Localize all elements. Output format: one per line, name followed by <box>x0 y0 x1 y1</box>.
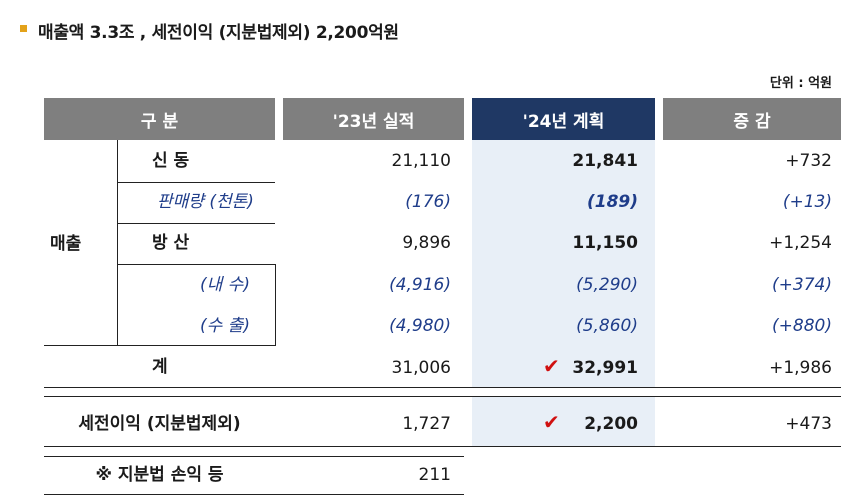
row-label: 방 산 <box>152 233 190 253</box>
profit-bottom-line <box>44 446 841 447</box>
unit-label: 단위 : 억원 <box>769 76 832 91</box>
row-label-equity-method: ※ 지분법 손익 등 <box>95 465 224 485</box>
check-icon: ✔ <box>543 354 560 378</box>
sub-divider <box>275 264 276 346</box>
equity-top-line <box>44 456 464 457</box>
header-category: 구 분 <box>44 98 275 140</box>
cell-actual-2023: 211 <box>418 465 451 485</box>
cell-change: +1,254 <box>769 233 832 253</box>
cell-plan-2024: (189) <box>586 192 638 212</box>
page-title: 매출액 3.3조 , 세전이익 (지분법제외) 2,200억원 <box>38 23 399 43</box>
header-plan-2024: '24년 계획 <box>472 98 655 140</box>
row-divider <box>117 264 275 265</box>
cell-change: (+374) <box>772 275 832 295</box>
header-actual-2023: '23년 실적 <box>283 98 464 140</box>
row-label: 판매량 (천톤) <box>157 192 254 212</box>
cell-change: +732 <box>785 151 832 171</box>
plan-column-highlight <box>472 140 655 388</box>
cell-plan-2024: 2,200 <box>584 414 638 434</box>
title-bullet <box>20 25 27 32</box>
row-label: (수 출) <box>200 316 250 336</box>
cell-change: (+880) <box>772 316 832 336</box>
cell-actual-2023: (176) <box>405 192 451 212</box>
cell-plan-2024: 21,841 <box>572 151 638 171</box>
row-label-pretax-profit: 세전이익 (지분법제외) <box>78 414 241 434</box>
cell-actual-2023: 1,727 <box>402 414 451 434</box>
cell-change: +473 <box>785 414 832 434</box>
cell-plan-2024: 32,991 <box>572 358 638 378</box>
plan-column-highlight-profit <box>472 396 655 446</box>
equity-bottom-line <box>44 494 464 495</box>
cell-actual-2023: (4,916) <box>389 275 451 295</box>
total-line <box>44 387 841 388</box>
cell-actual-2023: 31,006 <box>391 358 451 378</box>
row-divider <box>117 182 275 183</box>
cell-change: (+13) <box>782 192 832 212</box>
header-change: 증 감 <box>663 98 841 140</box>
cell-plan-2024: 11,150 <box>572 233 638 253</box>
group-divider <box>117 140 118 345</box>
profit-top-line <box>44 396 841 397</box>
row-divider <box>117 223 275 224</box>
row-label: (내 수) <box>200 275 250 295</box>
row-label-total: 계 <box>152 357 168 377</box>
cell-plan-2024: (5,860) <box>576 316 638 336</box>
row-divider <box>44 345 275 346</box>
cell-actual-2023: 21,110 <box>391 151 451 171</box>
cell-actual-2023: 9,896 <box>402 233 451 253</box>
group-label-sales: 매출 <box>50 234 82 254</box>
check-icon: ✔ <box>543 410 560 434</box>
cell-plan-2024: (5,290) <box>576 275 638 295</box>
cell-change: +1,986 <box>769 358 832 378</box>
cell-actual-2023: (4,980) <box>389 316 451 336</box>
row-label: 신 동 <box>152 151 190 171</box>
